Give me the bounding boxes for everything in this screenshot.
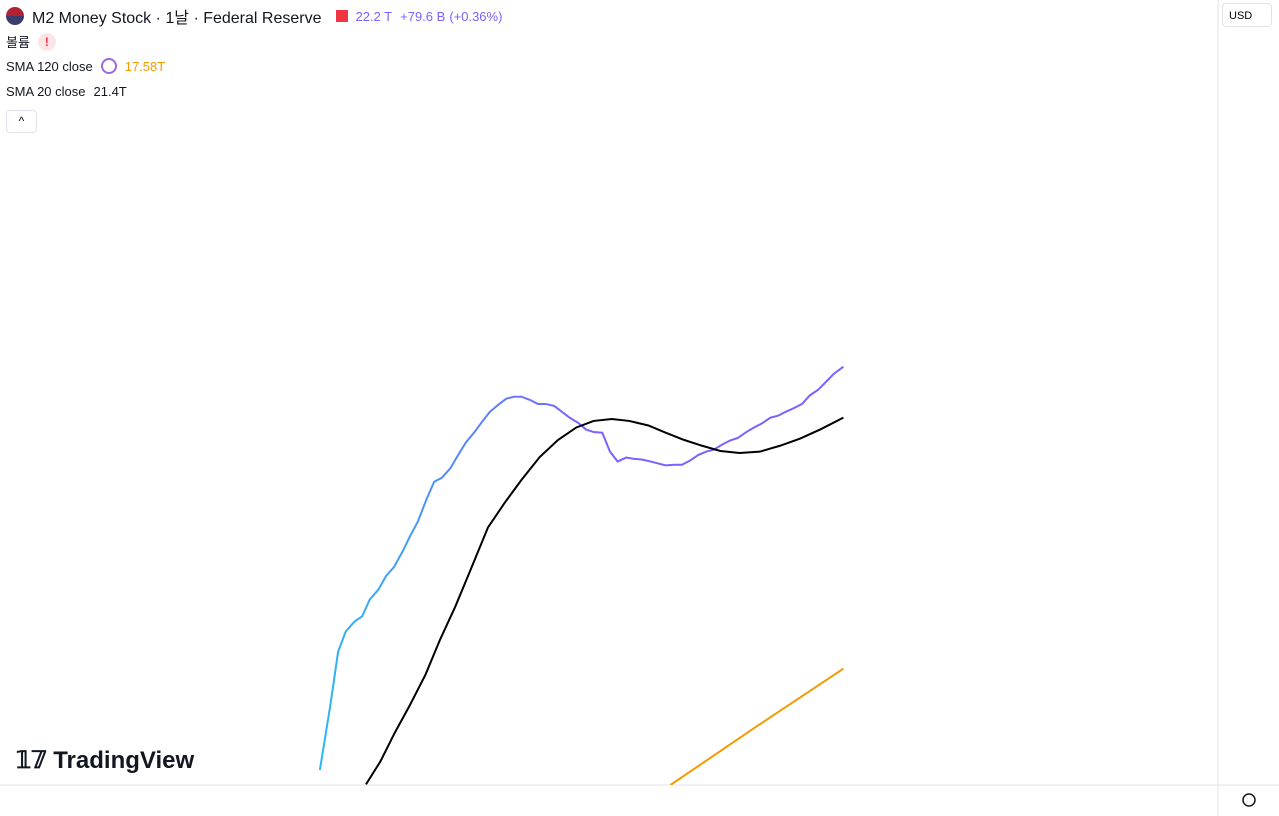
series-line bbox=[669, 667, 844, 785]
sma120-legend: SMA 120 close 17.58T bbox=[6, 58, 165, 74]
title: M2 Money Stock · 1날 · Federal Reserve bbox=[32, 10, 322, 27]
settings-icon[interactable] bbox=[1242, 793, 1256, 807]
series-line bbox=[365, 416, 844, 785]
watermark: 𝟙𝟟 TradingView bbox=[16, 747, 194, 774]
flag bbox=[6, 7, 24, 25]
price-axis bbox=[1218, 0, 1279, 816]
currency-button[interactable]: USD bbox=[1222, 3, 1272, 27]
flag-icon[interactable] bbox=[335, 10, 348, 22]
header: M2 Money Stock · 1날 · Federal Reserve 22… bbox=[6, 4, 502, 28]
warning-icon[interactable]: ! bbox=[37, 32, 56, 51]
header-change-pct: (+0.36%) bbox=[449, 8, 503, 24]
loading-icon bbox=[100, 58, 117, 74]
header-value: 22.2 T bbox=[355, 8, 393, 24]
legend-value: 21.4T bbox=[93, 84, 127, 99]
legend-value: 17.58T bbox=[124, 58, 166, 74]
legend-name: SMA 120 close bbox=[6, 58, 93, 74]
series-line bbox=[318, 365, 844, 771]
legend-name: SMA 20 close bbox=[6, 84, 86, 99]
volume-legend: 볼륨! bbox=[6, 32, 56, 51]
volume-label: 볼륨 bbox=[6, 35, 30, 50]
sma20-legend: SMA 20 close 21.4T bbox=[6, 84, 127, 99]
header-change: +79.6 B bbox=[400, 8, 446, 24]
collapse-button[interactable]: ^ bbox=[6, 110, 37, 133]
